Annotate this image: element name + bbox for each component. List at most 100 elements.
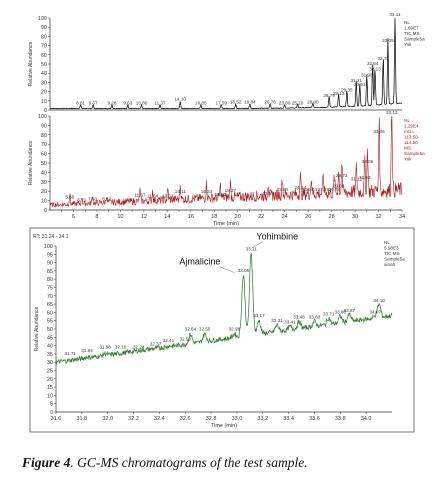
peak-label: 10.80 bbox=[136, 100, 148, 105]
peak-label: 33.05 bbox=[238, 268, 250, 273]
figure-caption: Figure 4. GC-MS chromatograms of the tes… bbox=[22, 455, 308, 471]
x-tick-label: 28 bbox=[329, 214, 335, 220]
peak-label: 33.05 bbox=[382, 38, 394, 43]
y-tick-label: 20 bbox=[41, 90, 47, 96]
peak-label: 9.63 bbox=[123, 100, 132, 105]
peak-label: 7.63 bbox=[88, 196, 97, 201]
x-tick-label: 32.8 bbox=[206, 416, 217, 422]
peak-label: 32.78 bbox=[377, 56, 389, 61]
peak-label: 29.05 bbox=[333, 183, 345, 188]
series-trace bbox=[50, 17, 403, 110]
peak-label: 31.12 bbox=[351, 177, 363, 182]
peak-label: 32.55 bbox=[199, 326, 211, 331]
peak-label: 33.60 bbox=[309, 315, 321, 320]
y-tick-label: 95 bbox=[47, 252, 53, 258]
legend-entry: MS bbox=[404, 146, 411, 151]
peak-label: 5.69 bbox=[65, 195, 74, 200]
x-tick-label: 33.6 bbox=[309, 416, 320, 422]
y-tick-label: 35 bbox=[47, 352, 53, 358]
peak-label: 9.28 bbox=[107, 100, 116, 105]
y-tick-label: 45 bbox=[47, 335, 53, 341]
peak-label: 30.91 bbox=[354, 82, 366, 87]
x-tick-label: 31.6 bbox=[51, 416, 62, 422]
peak-label: 32.64 bbox=[367, 61, 379, 66]
y-tick-label: 60 bbox=[41, 53, 47, 59]
compound-annotation: Yohimbine bbox=[256, 232, 298, 242]
x-tick-label: 34 bbox=[399, 214, 405, 220]
y-tick-label: 70 bbox=[47, 294, 53, 300]
y-tick-label: 10 bbox=[41, 99, 47, 105]
peak-label: 33.06 bbox=[362, 159, 374, 164]
y-tick-label: 80 bbox=[41, 133, 47, 139]
x-tick-label: 33.0 bbox=[232, 416, 243, 422]
y-tick-label: 75 bbox=[47, 286, 53, 292]
legend-entry: Yoli bbox=[404, 157, 411, 162]
peak-label: 19.84 bbox=[244, 99, 256, 104]
y-tick-label: 80 bbox=[41, 34, 47, 40]
peak-label: 33.11 bbox=[246, 247, 258, 252]
peak-label: 31.98 bbox=[361, 73, 373, 78]
peak-label: 14.10 bbox=[174, 97, 186, 102]
peak-label: 24.34 bbox=[295, 185, 307, 190]
legend-entry: Sample5a bbox=[404, 37, 425, 42]
peak-label: 16.85 bbox=[195, 100, 207, 105]
legend-entry: Yoli bbox=[404, 42, 411, 47]
legend-entry: ainah bbox=[384, 262, 396, 267]
x-axis-label: Time (min) bbox=[213, 221, 239, 227]
y-tick-label: 30 bbox=[41, 180, 47, 186]
x-tick-label: 16 bbox=[188, 214, 194, 220]
peak-label: 17.59 bbox=[215, 100, 227, 105]
peak-label: 20.76 bbox=[264, 99, 276, 104]
legend-entry: m/z= bbox=[404, 129, 414, 134]
x-tick-label: 22 bbox=[258, 214, 264, 220]
x-tick-label: 32.2 bbox=[128, 416, 139, 422]
series-trace bbox=[49, 115, 403, 208]
y-tick-label: 15 bbox=[47, 385, 53, 391]
y-tick-label: 20 bbox=[41, 189, 47, 195]
peak-label: 33.80 bbox=[335, 310, 347, 315]
y-tick-label: 50 bbox=[41, 161, 47, 167]
peak-label: 6.61 bbox=[76, 100, 85, 105]
y-axis-label: Relative Abundance bbox=[28, 42, 34, 87]
compound-annotation: Ajmalicine bbox=[179, 257, 220, 267]
peak-label: 22.59 bbox=[262, 191, 274, 196]
peak-label: 11.64 bbox=[147, 194, 159, 199]
y-axis-label: Relative Abundance bbox=[28, 141, 34, 186]
chart-1: 0 10 20 30 40 50 60 70 80 90 100 Relative Abundance… bbox=[28, 12, 425, 114]
peak-label: 32.24 bbox=[133, 345, 145, 350]
y-tick-label: 100 bbox=[38, 114, 47, 120]
x-tick-label: 20 bbox=[235, 214, 241, 220]
peak-label: 33.13 bbox=[386, 110, 398, 115]
peak-label: 26.79 bbox=[323, 93, 335, 98]
y-tick-label: 50 bbox=[41, 62, 47, 68]
peak-label: 33.31 bbox=[271, 318, 283, 323]
legend-entry: 5.98E3 bbox=[384, 246, 399, 251]
x-tick-label: 12 bbox=[141, 214, 147, 220]
peak-label: 33.11 bbox=[389, 12, 401, 17]
peak-label: 23.80 bbox=[277, 187, 289, 192]
legend-entry: TIC MS bbox=[384, 251, 400, 256]
legend-entry: NL bbox=[404, 20, 410, 25]
y-tick-label: 0 bbox=[50, 410, 53, 416]
x-tick-label: 32.4 bbox=[154, 416, 165, 422]
y-tick-label: 30 bbox=[47, 360, 53, 366]
peak-label: 11.67 bbox=[134, 193, 146, 198]
peak-label: 6.71 bbox=[77, 197, 86, 202]
peak-label: 34.10 bbox=[373, 298, 385, 303]
peak-label: 6.67 bbox=[89, 100, 98, 105]
x-tick-label: 32 bbox=[375, 214, 381, 220]
legend-entry: 1.69E7 bbox=[404, 26, 419, 31]
y-tick-label: 40 bbox=[41, 71, 47, 77]
x-axis-label: Time (min) bbox=[211, 423, 237, 429]
x-tick-label: 8 bbox=[95, 214, 98, 220]
chart-3-frame bbox=[29, 227, 415, 433]
y-tick-label: 85 bbox=[47, 269, 53, 275]
y-tick-label: 0 bbox=[44, 108, 47, 114]
peak-label: 18.52 bbox=[215, 192, 227, 197]
annotation-leader bbox=[219, 266, 235, 273]
peak-label: 33.48 bbox=[293, 315, 305, 320]
series-trace bbox=[55, 252, 393, 365]
x-tick-label: 32.0 bbox=[102, 416, 113, 422]
